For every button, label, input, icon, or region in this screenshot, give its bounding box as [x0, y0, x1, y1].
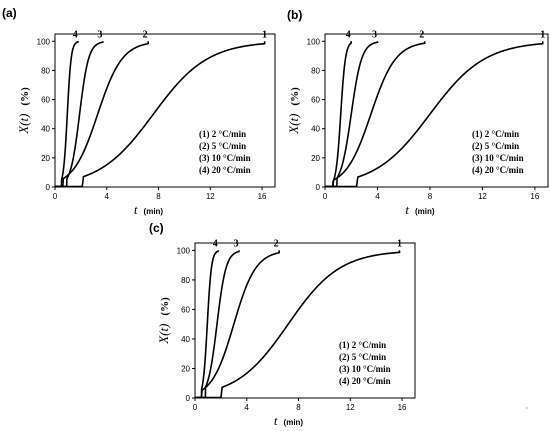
y-tick-label: 60: [181, 305, 190, 314]
x-tick-label: 12: [478, 192, 487, 201]
y-tick-label: 0: [46, 183, 51, 192]
legend-entry-4: (4) 20 °C/min: [199, 165, 251, 175]
panel-label: (b): [287, 8, 302, 22]
x-tick-label: 0: [323, 192, 328, 201]
series-2-label: 2: [274, 238, 279, 249]
series-4-line: [200, 250, 220, 399]
plot-frame: [194, 242, 416, 399]
x-tick-label: 0: [193, 403, 198, 412]
series-4-label: 4: [213, 238, 218, 249]
legend-entry-2: (2) 5 °C/min: [199, 141, 246, 151]
series-3-label: 3: [97, 29, 102, 40]
legend-entry-4: (4) 20 °C/min: [472, 165, 524, 175]
y-axis-var: X(t): [16, 114, 31, 135]
speck: [526, 407, 528, 409]
series-4-line: [60, 41, 80, 188]
series-4-label: 4: [73, 29, 78, 40]
y-tick-label: 0: [316, 183, 321, 192]
y-tick-label: 20: [41, 154, 50, 163]
legend-entry-1: (1) 2 °C/min: [472, 129, 519, 139]
x-axis-label: t (min): [274, 413, 304, 428]
series-1-label: 1: [397, 238, 402, 249]
y-tick-label: 100: [37, 37, 51, 46]
y-tick-label: 40: [311, 125, 320, 134]
legend-entry-3: (3) 10 °C/min: [472, 153, 524, 163]
x-tick-label: 8: [156, 192, 161, 201]
x-tick-label: 4: [245, 403, 250, 412]
y-tick-label: 80: [181, 276, 190, 285]
y-axis-unit: (%): [289, 87, 301, 106]
plot-frame: [324, 33, 549, 188]
series-1-line: [220, 250, 401, 399]
y-axis-var: X(t): [156, 324, 171, 345]
panel-label: (a): [2, 6, 17, 20]
legend-entry-3: (3) 10 °C/min: [199, 153, 251, 163]
series-1-line: [355, 41, 544, 188]
y-axis-unit: (%): [19, 87, 31, 106]
x-tick-label: 16: [398, 403, 407, 412]
legend-entry-1: (1) 2 °C/min: [339, 340, 386, 350]
y-tick-label: 60: [41, 96, 50, 105]
series-2-label: 2: [143, 29, 148, 40]
y-tick-label: 80: [311, 66, 320, 75]
series-4-line: [332, 41, 353, 188]
x-tick-label: 8: [428, 192, 433, 201]
y-tick-label: 40: [181, 335, 190, 344]
x-tick-label: 0: [53, 192, 58, 201]
x-tick-label: 16: [530, 192, 539, 201]
series-4-label: 4: [346, 29, 351, 40]
y-tick-label: 20: [311, 154, 320, 163]
x-tick-label: 16: [258, 192, 267, 201]
series-3-line: [204, 250, 240, 399]
x-axis-var: t: [405, 202, 409, 217]
y-axis-unit: (%): [159, 297, 171, 316]
x-axis-label: t (min): [134, 202, 164, 217]
plot-frame: [54, 33, 276, 188]
y-tick-label: 80: [41, 66, 50, 75]
legend-entry-3: (3) 10 °C/min: [339, 364, 391, 374]
x-axis-unit: (min): [415, 207, 435, 216]
legend-entry-2: (2) 5 °C/min: [472, 141, 519, 151]
y-tick-label: 100: [307, 37, 321, 46]
y-tick-label: 100: [177, 246, 191, 255]
legend-entry-1: (1) 2 °C/min: [199, 129, 246, 139]
x-axis-var: t: [134, 202, 138, 217]
y-axis-var: X(t): [286, 114, 301, 135]
series-1-label: 1: [262, 29, 267, 40]
x-tick-label: 4: [375, 192, 380, 201]
series-2-line: [200, 250, 280, 399]
series-3-label: 3: [234, 238, 239, 249]
y-tick-label: 20: [181, 364, 190, 373]
series-3-line: [65, 41, 104, 188]
x-tick-label: 8: [296, 403, 301, 412]
series-3-label: 3: [372, 29, 377, 40]
series-2-line: [332, 41, 426, 188]
x-axis-label: t (min): [405, 202, 435, 217]
legend-entry-4: (4) 20 °C/min: [339, 376, 391, 386]
x-axis-unit: (min): [144, 207, 164, 216]
series-2-label: 2: [419, 29, 424, 40]
y-axis-label: X(t) (%): [156, 297, 171, 345]
y-axis-label: X(t) (%): [286, 87, 301, 135]
x-axis-unit: (min): [284, 418, 304, 427]
series-3-line: [336, 41, 379, 188]
x-tick-label: 12: [346, 403, 355, 412]
legend-entry-2: (2) 5 °C/min: [339, 352, 386, 362]
series-1-line: [81, 41, 266, 188]
y-tick-label: 40: [41, 125, 50, 134]
panel-label: (c): [149, 221, 164, 235]
series-1-label: 1: [540, 29, 545, 40]
y-tick-label: 60: [311, 96, 320, 105]
y-axis-label: X(t) (%): [16, 87, 31, 135]
x-tick-label: 4: [105, 192, 110, 201]
x-tick-label: 12: [206, 192, 215, 201]
x-axis-var: t: [274, 413, 278, 428]
y-tick-label: 0: [186, 394, 191, 403]
series-2-line: [61, 41, 149, 188]
